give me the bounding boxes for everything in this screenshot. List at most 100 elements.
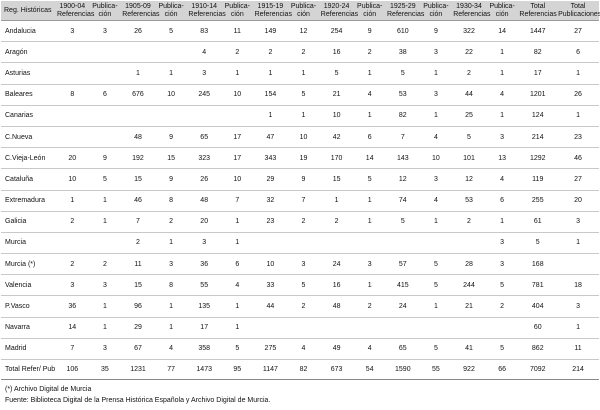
table-cell: 170 bbox=[319, 147, 354, 170]
table-cell: 10 bbox=[221, 168, 254, 191]
table-cell bbox=[386, 232, 420, 255]
table-cell: 244 bbox=[452, 274, 486, 297]
table-cell: 676 bbox=[121, 84, 155, 106]
table-cell bbox=[253, 232, 288, 255]
header-label-line: Referencias bbox=[188, 10, 226, 18]
table-cell: 1 bbox=[287, 105, 320, 127]
table-cell: 9 bbox=[419, 20, 453, 43]
table-cell: 1 bbox=[353, 274, 386, 297]
table-cell: 1201 bbox=[518, 84, 558, 106]
table-cell: 3 bbox=[88, 274, 122, 297]
table-cell: 2 bbox=[253, 41, 288, 64]
table-notes: (*) Archivo Digital de Murcia Fuente: Bi… bbox=[1, 384, 599, 406]
table-cell: 2 bbox=[353, 41, 386, 64]
table-cell: 11 bbox=[121, 253, 155, 276]
table-cell: 82 bbox=[287, 359, 320, 380]
table-row: C.Vieja-León 20 9 192 15 323 17 343 19 170 14 143 10… bbox=[1, 147, 599, 170]
table-cell: 610 bbox=[386, 20, 420, 43]
table-cell: 3 bbox=[419, 84, 453, 106]
region-name: Cataluña bbox=[1, 168, 56, 191]
table-cell: 1 bbox=[88, 295, 122, 318]
table-cell: 2 bbox=[452, 211, 486, 233]
table-cell bbox=[187, 105, 221, 127]
table-cell: 10 bbox=[287, 126, 320, 149]
header-label-line: ción bbox=[164, 10, 178, 18]
table-cell: 29 bbox=[121, 317, 155, 339]
table-cell: 1 bbox=[221, 317, 254, 339]
region-name: Madrid bbox=[1, 338, 56, 361]
table-cell: 7 bbox=[287, 190, 320, 212]
header-label-line: Publica- bbox=[423, 2, 449, 10]
column-header: Publica-ción bbox=[88, 1, 122, 21]
table-cell: 36 bbox=[56, 295, 89, 318]
table-cell: 77 bbox=[154, 359, 188, 380]
table-cell: 10 bbox=[419, 147, 453, 170]
table-cell: 10 bbox=[56, 168, 89, 191]
table-cell: 47 bbox=[253, 126, 288, 149]
table-cell: 23 bbox=[557, 126, 599, 149]
table-cell: 1 bbox=[557, 105, 599, 127]
table-row: Madrid 7 3 67 4 358 5 275 4 49 4 65 5 41 5 862 11 bbox=[1, 338, 599, 361]
header-label-line: Referencias bbox=[387, 10, 425, 18]
table-cell: 192 bbox=[121, 147, 155, 170]
table-cell: 26 bbox=[121, 20, 155, 43]
table-cell: 781 bbox=[518, 274, 558, 297]
header-row: Reg. Históricas 1900-04 Referencias Publica… bbox=[1, 1, 600, 21]
table-cell: 21 bbox=[319, 84, 354, 106]
table-cell: 3 bbox=[485, 253, 519, 276]
table-cell: 3 bbox=[557, 211, 599, 233]
table-cell: 17 bbox=[221, 126, 254, 149]
table-cell: 1 bbox=[221, 211, 254, 233]
table-cell: 9 bbox=[154, 168, 188, 191]
header-label-line: 1915-19 bbox=[257, 2, 284, 10]
table-cell: 358 bbox=[187, 338, 221, 361]
table-cell: 214 bbox=[557, 359, 599, 380]
table-row: Baleares 8 6 676 10 245 10 154 5 21 4 53 3 44 4 1201 26 bbox=[1, 84, 599, 106]
table-cell: 12 bbox=[386, 168, 420, 191]
table-cell bbox=[121, 105, 155, 127]
column-header: Total Publicaciones bbox=[557, 1, 600, 21]
table-row: Valencia 3 3 15 8 55 4 33 5 16 1 415 5 244 5 781 18 bbox=[1, 274, 599, 297]
table-cell: 5 bbox=[287, 84, 320, 106]
table-cell: 5 bbox=[221, 338, 254, 361]
region-name: Navarra bbox=[1, 317, 56, 339]
table-cell: 3 bbox=[88, 20, 122, 43]
table-cell: 7 bbox=[56, 338, 89, 361]
table-cell: 82 bbox=[386, 105, 420, 127]
table-cell: 2 bbox=[221, 41, 254, 64]
table-cell: 2 bbox=[56, 211, 89, 233]
header-label-line: Referencias bbox=[453, 10, 491, 18]
table-cell: 6 bbox=[88, 84, 122, 106]
header-label-line: ción bbox=[495, 10, 509, 18]
table-cell: 5 bbox=[419, 274, 453, 297]
table-cell: 7 bbox=[221, 190, 254, 212]
table-cell: 17 bbox=[518, 62, 558, 85]
table-cell: 3 bbox=[485, 126, 519, 149]
table-cell: 4 bbox=[419, 190, 453, 212]
table-cell bbox=[557, 253, 599, 276]
region-name: Asturias bbox=[1, 62, 56, 85]
header-label-line: 1900-04 bbox=[59, 2, 86, 10]
table-cell: 27 bbox=[557, 168, 599, 191]
table-cell: 5 bbox=[419, 253, 453, 276]
table-cell: 5 bbox=[485, 274, 519, 297]
table-cell: 57 bbox=[386, 253, 420, 276]
table-cell: 4 bbox=[353, 84, 386, 106]
table-cell: 1292 bbox=[518, 147, 558, 170]
table-cell bbox=[287, 317, 320, 339]
table-row: Murcia (*) 2 2 11 3 36 6 10 3 24 3 57 5 28 3 168 bbox=[1, 253, 599, 276]
header-label-line: Referencias bbox=[320, 10, 359, 18]
table-row: Andalucia 3 3 26 5 83 11 149 12 254 9 610 9 322 14 1447… bbox=[1, 20, 599, 43]
region-name: Andalucia bbox=[1, 20, 56, 43]
table-cell: 254 bbox=[319, 20, 354, 43]
table-cell bbox=[353, 232, 386, 255]
region-name: Murcia bbox=[1, 232, 56, 255]
table-cell bbox=[485, 317, 519, 339]
table-cell: 10 bbox=[253, 253, 288, 276]
table-cell: 1 bbox=[353, 62, 386, 85]
table-cell: 10 bbox=[221, 84, 254, 106]
table-cell: 1 bbox=[485, 41, 519, 64]
header-label-line: Publica- bbox=[489, 2, 515, 10]
table-cell: 2 bbox=[287, 211, 320, 233]
column-header: Publica-ción bbox=[287, 1, 320, 21]
